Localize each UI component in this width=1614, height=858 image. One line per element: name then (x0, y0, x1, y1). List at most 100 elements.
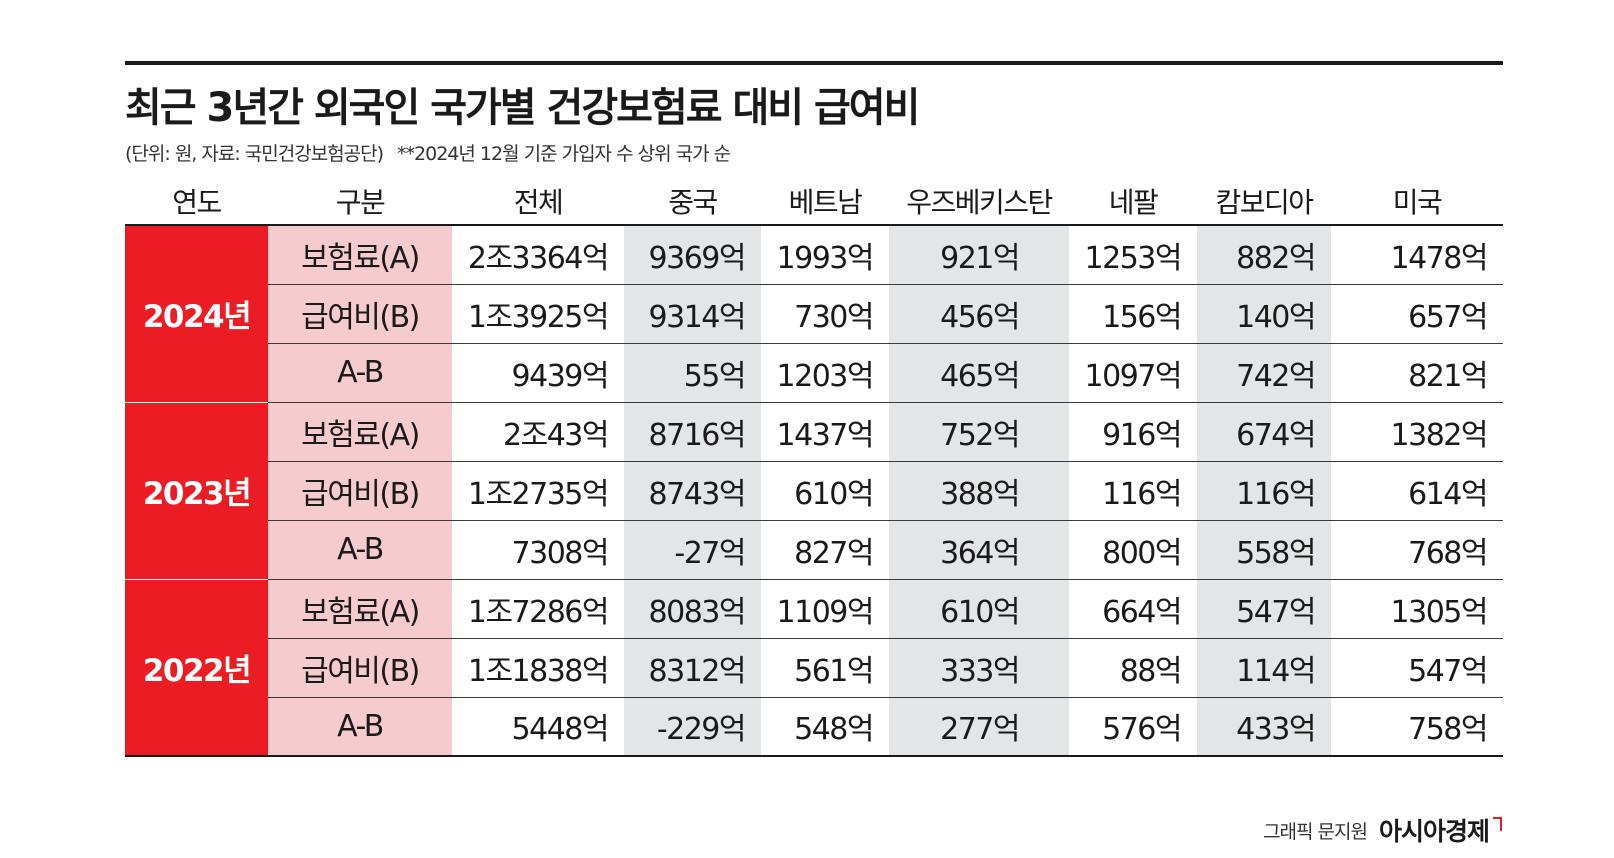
value-cell: 800억 (1069, 520, 1197, 580)
value-cell: 561억 (761, 638, 889, 698)
graphic-credit: 그래픽 문지원 (1263, 820, 1368, 843)
infographic: 최근 3년간 외국인 국가별 건강보험료 대비 급여비 (단위: 원, 자료: … (125, 61, 1503, 757)
value-cell: 1478억 (1331, 225, 1503, 285)
unit-source-note: (단위: 원, 자료: 국민건강보험공단) (125, 143, 384, 165)
value-cell: 9439억 (452, 343, 624, 403)
table-row: 2022년 보험료(A) 1조7286억 8083억 1109억 610억 664억 547억… (125, 579, 1503, 757)
value-cell: 88억 (1069, 638, 1197, 698)
year-cell: 2024년 (125, 225, 268, 403)
value-cell: 821억 (1331, 343, 1503, 403)
value-cell: 664억 (1069, 579, 1197, 639)
value-cell: 1조3925억 (452, 284, 624, 344)
value-cell: 2조43억 (452, 402, 624, 462)
category-cell: 급여비(B) (268, 284, 452, 344)
category-cell: 급여비(B) (268, 638, 452, 698)
column-header: 캄보디아 (1197, 177, 1331, 226)
value-cell: 156억 (1069, 284, 1197, 344)
value-cell: 8312억 (624, 638, 761, 698)
value-cell: 333억 (889, 638, 1069, 698)
table-header-row: 연도 구분 전체 중국 베트남 우즈베키스탄 네팔 캄보디아 미국 (125, 177, 1503, 226)
value-cell: 558억 (1197, 520, 1331, 580)
column-header: 전체 (452, 177, 624, 226)
value-cell: 1조2735억 (452, 461, 624, 521)
value-cell: -229억 (624, 697, 761, 757)
year-cell: 2022년 (125, 579, 268, 757)
value-cell: 8743억 (624, 461, 761, 521)
value-cell: 548억 (761, 697, 889, 757)
chart-subtitle: (단위: 원, 자료: 국민건강보험공단) **2024년 12월 기준 가입자 … (125, 141, 1503, 167)
value-cell: 9369억 (624, 225, 761, 285)
value-cell: 547억 (1197, 579, 1331, 639)
column-header: 미국 (1331, 177, 1503, 226)
value-cell: 2조3364억 (452, 225, 624, 285)
category-cell: A-B (268, 343, 452, 403)
table-row: 2024년 보험료(A) 2조3364억 9369억 1993억 921억 1253억 882… (125, 225, 1503, 403)
value-cell: 752억 (889, 402, 1069, 462)
value-cell: 610억 (761, 461, 889, 521)
brand-mark-icon (1493, 817, 1502, 831)
value-cell: 1437억 (761, 402, 889, 462)
column-header: 중국 (624, 177, 761, 226)
value-cell: 8083억 (624, 579, 761, 639)
value-cell: 5448억 (452, 697, 624, 757)
value-cell: 657억 (1331, 284, 1503, 344)
value-cell: 456억 (889, 284, 1069, 344)
table-row: 2023년 보험료(A) 2조43억 8716억 1437억 752억 916억 674억 13… (125, 402, 1503, 580)
table-row: A-B 9439억 55억 1203억 465억 1097억 742억 821억 (125, 343, 1503, 403)
value-cell: 1305억 (1331, 579, 1503, 639)
value-cell: 116억 (1197, 461, 1331, 521)
value-cell: -27억 (624, 520, 761, 580)
value-cell: 114억 (1197, 638, 1331, 698)
value-cell: 388억 (889, 461, 1069, 521)
column-header: 우즈베키스탄 (889, 177, 1069, 226)
category-cell: A-B (268, 697, 452, 757)
column-header: 베트남 (761, 177, 889, 226)
credit: 그래픽 문지원 아시아경제 (1263, 812, 1502, 848)
value-cell: 882억 (1197, 225, 1331, 285)
year-cell: 2023년 (125, 402, 268, 580)
value-cell: 277억 (889, 697, 1069, 757)
table-row: 급여비(B) 1조2735억 8743억 610억 388억 116억 116억 614억 (125, 461, 1503, 521)
chart-title: 최근 3년간 외국인 국가별 건강보험료 대비 급여비 (125, 85, 920, 131)
category-cell: 보험료(A) (268, 579, 452, 639)
value-cell: 1109억 (761, 579, 889, 639)
value-cell: 364억 (889, 520, 1069, 580)
value-cell: 758억 (1331, 697, 1503, 757)
value-cell: 1382억 (1331, 402, 1503, 462)
category-cell: A-B (268, 520, 452, 580)
column-header: 네팔 (1069, 177, 1197, 226)
category-cell: 보험료(A) (268, 402, 452, 462)
value-cell: 614억 (1331, 461, 1503, 521)
value-cell: 742억 (1197, 343, 1331, 403)
column-header: 연도 (125, 177, 268, 226)
value-cell: 610억 (889, 579, 1069, 639)
value-cell: 140억 (1197, 284, 1331, 344)
value-cell: 465억 (889, 343, 1069, 403)
value-cell: 576억 (1069, 697, 1197, 757)
value-cell: 547억 (1331, 638, 1503, 698)
value-cell: 9314억 (624, 284, 761, 344)
value-cell: 55억 (624, 343, 761, 403)
column-header: 구분 (268, 177, 452, 226)
table-row: 급여비(B) 1조1838억 8312억 561억 333억 88억 114억 547억 (125, 638, 1503, 698)
value-cell: 730억 (761, 284, 889, 344)
value-cell: 1조1838억 (452, 638, 624, 698)
category-cell: 급여비(B) (268, 461, 452, 521)
value-cell: 827억 (761, 520, 889, 580)
table-row: 급여비(B) 1조3925억 9314억 730억 456억 156억 140억 657억 (125, 284, 1503, 344)
value-cell: 921억 (889, 225, 1069, 285)
value-cell: 1203억 (761, 343, 889, 403)
value-cell: 7308억 (452, 520, 624, 580)
brand-logo: 아시아경제 (1378, 817, 1490, 846)
value-cell: 916억 (1069, 402, 1197, 462)
ranking-note: **2024년 12월 기준 가입자 수 상위 국가 순 (397, 143, 731, 165)
value-cell: 1조7286억 (452, 579, 624, 639)
value-cell: 1993억 (761, 225, 889, 285)
value-cell: 116억 (1069, 461, 1197, 521)
value-cell: 8716억 (624, 402, 761, 462)
value-cell: 674억 (1197, 402, 1331, 462)
data-table: 연도 구분 전체 중국 베트남 우즈베키스탄 네팔 캄보디아 미국 2024년 보험료(A) 2조3… (125, 177, 1503, 757)
value-cell: 433억 (1197, 697, 1331, 757)
category-cell: 보험료(A) (268, 225, 452, 285)
value-cell: 1253억 (1069, 225, 1197, 285)
